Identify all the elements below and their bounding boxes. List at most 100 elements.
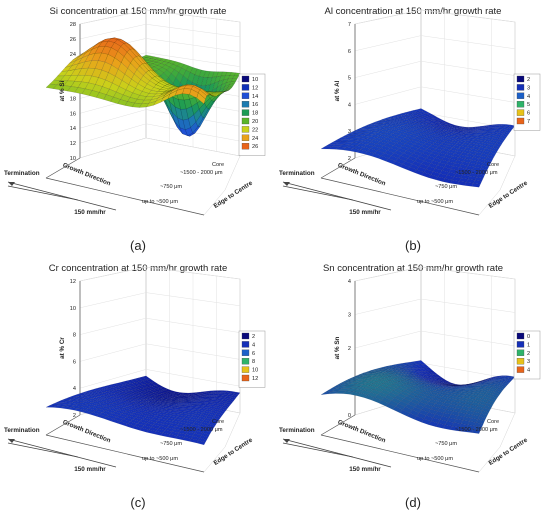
z-tick-label: 2 [348, 156, 351, 162]
z-tick-label: 24 [70, 52, 76, 58]
arrow-line [282, 438, 392, 468]
arrow-head [283, 439, 290, 443]
legend-label: 16 [252, 102, 258, 108]
grid-line [79, 109, 241, 129]
legend-label: 2 [527, 351, 530, 357]
legend-swatch [241, 101, 250, 108]
surface-cell [502, 131, 510, 135]
legend-label: 24 [252, 136, 258, 142]
grid-line [354, 60, 516, 78]
legend-label: 12 [252, 376, 258, 382]
z-tick-label: 4 [73, 386, 76, 392]
depth-tick-label: Core [212, 162, 224, 168]
legend-label: 14 [252, 94, 258, 100]
z-tick-label: 4 [348, 102, 351, 108]
surface [320, 360, 516, 434]
z-tick-label: 4 [348, 279, 351, 285]
surface-cell [198, 437, 208, 443]
depth-tick-label: ~1500 - 2000 μm [455, 170, 498, 176]
depth-tick-label: ~750 μm [160, 184, 182, 190]
surface-cell [204, 427, 213, 433]
growth-axis-line [320, 414, 356, 436]
surface-cell [485, 402, 494, 408]
z-tick-label: 26 [70, 37, 76, 43]
surface-cell [474, 422, 484, 428]
grid-line [79, 23, 241, 40]
surface-cell [477, 416, 487, 422]
z-axis-label: at % Sn [334, 336, 341, 359]
depth-tick-label: ~1500 - 2000 μm [180, 427, 223, 433]
panel-caption: (b) [405, 238, 421, 253]
surface [320, 108, 516, 188]
surface-cell [229, 396, 237, 400]
panel-1: Al concentration at 150 mm/hr growth rat… [279, 6, 541, 253]
surface-cell [482, 407, 491, 413]
surface-cell [486, 400, 495, 406]
surface-cell [230, 78, 238, 82]
legend-label: 6 [252, 351, 255, 357]
legend-label: 2 [527, 77, 530, 83]
grid-line [79, 343, 241, 362]
surface-cell [501, 382, 509, 386]
grid-line [354, 298, 516, 315]
z-tick-label: 12 [70, 141, 76, 147]
legend-label: 4 [527, 94, 530, 100]
depth-tick-label: ~750 μm [160, 441, 182, 447]
surface-cell [227, 398, 235, 402]
z-tick-label: 10 [70, 156, 76, 162]
depth-axis-line [320, 434, 480, 473]
z-tick-label: 8 [73, 333, 76, 339]
z-tick-label: 3 [348, 129, 351, 135]
z-axis-label: at % Cr [59, 337, 66, 359]
surface [45, 37, 241, 137]
depth-tick-label: ~1500 - 2000 μm [180, 170, 223, 176]
legend-label: 22 [252, 127, 258, 133]
grid-line [354, 9, 516, 25]
legend-label: 7 [527, 119, 530, 125]
surface-cell [488, 152, 496, 157]
legend-swatch [241, 75, 250, 83]
surface-cell [212, 92, 222, 95]
legend-swatch [241, 109, 250, 116]
arrow-line [7, 438, 117, 468]
growth-axis-line [320, 157, 356, 179]
termination-label: Termination [279, 427, 315, 434]
z-tick-label: 5 [348, 76, 351, 82]
legend-swatch [241, 92, 250, 99]
legend-label: 4 [527, 368, 530, 374]
depth-tick-label: ~750 μm [435, 184, 457, 190]
depth-tick-label: ~750 μm [435, 441, 457, 447]
surface-cell [226, 85, 234, 90]
surface-cell [214, 91, 223, 94]
legend-swatch [516, 332, 525, 340]
arrow-line [282, 185, 354, 201]
arrow-head [8, 182, 15, 186]
surface [45, 375, 241, 446]
legend-swatch [241, 84, 250, 91]
legend-label: 10 [252, 368, 258, 374]
arrow-line [7, 442, 79, 458]
grid-line [79, 9, 241, 25]
grid-line [79, 369, 241, 389]
surface-cell [491, 393, 499, 399]
z-tick-label: 7 [348, 22, 351, 28]
grid-line [354, 266, 516, 282]
legend: 0 1 2 3 4 [513, 330, 541, 380]
arrow-head [8, 439, 15, 443]
panel-caption: (a) [130, 238, 146, 253]
rate-label: 150 mm/hr [349, 209, 381, 216]
surface-cell [208, 421, 217, 426]
surface-cell [505, 378, 513, 382]
arrow-line [7, 185, 79, 201]
depth-tick-label: up to ~500 μm [417, 456, 453, 462]
surface-cell [471, 429, 481, 434]
legend-label: 8 [252, 359, 255, 365]
panel-0: Si concentration at 150 mm/hr growth rat… [4, 6, 266, 253]
legend-swatch [241, 134, 250, 141]
surface-cell [196, 92, 206, 105]
surface-cell [196, 440, 206, 446]
legend-swatch [241, 117, 250, 125]
z-tick-label: 14 [70, 126, 76, 132]
legend-swatch [241, 358, 250, 365]
